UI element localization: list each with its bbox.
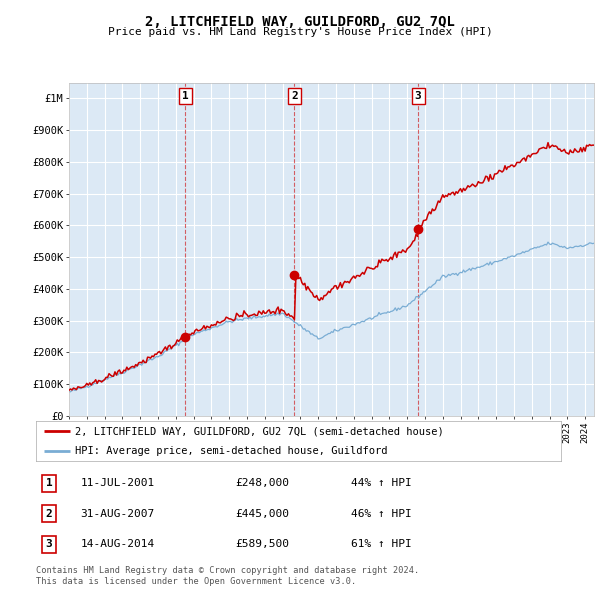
Text: Price paid vs. HM Land Registry's House Price Index (HPI): Price paid vs. HM Land Registry's House … <box>107 27 493 37</box>
Text: 46% ↑ HPI: 46% ↑ HPI <box>351 509 412 519</box>
Text: 2: 2 <box>291 91 298 101</box>
Text: 31-AUG-2007: 31-AUG-2007 <box>80 509 155 519</box>
Text: 61% ↑ HPI: 61% ↑ HPI <box>351 539 412 549</box>
Text: 1: 1 <box>46 478 53 489</box>
Text: £445,000: £445,000 <box>235 509 290 519</box>
Text: 1: 1 <box>182 91 188 101</box>
Text: £248,000: £248,000 <box>235 478 290 489</box>
Text: HPI: Average price, semi-detached house, Guildford: HPI: Average price, semi-detached house,… <box>76 447 388 456</box>
Text: 3: 3 <box>415 91 422 101</box>
Text: 2: 2 <box>46 509 53 519</box>
Text: 2, LITCHFIELD WAY, GUILDFORD, GU2 7QL: 2, LITCHFIELD WAY, GUILDFORD, GU2 7QL <box>145 15 455 29</box>
Text: Contains HM Land Registry data © Crown copyright and database right 2024.
This d: Contains HM Land Registry data © Crown c… <box>36 566 419 586</box>
Text: 11-JUL-2001: 11-JUL-2001 <box>80 478 155 489</box>
Text: 44% ↑ HPI: 44% ↑ HPI <box>351 478 412 489</box>
Text: 14-AUG-2014: 14-AUG-2014 <box>80 539 155 549</box>
Text: £589,500: £589,500 <box>235 539 290 549</box>
Text: 2, LITCHFIELD WAY, GUILDFORD, GU2 7QL (semi-detached house): 2, LITCHFIELD WAY, GUILDFORD, GU2 7QL (s… <box>76 427 444 436</box>
Text: 3: 3 <box>46 539 53 549</box>
